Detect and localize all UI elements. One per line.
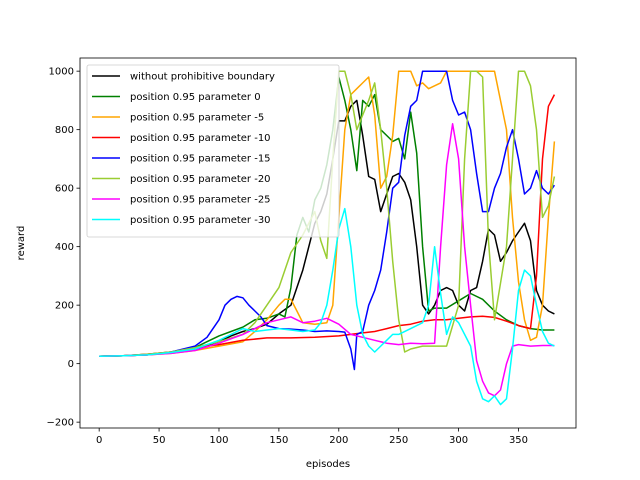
x-tick-label: 100 bbox=[209, 435, 228, 446]
series-line-2 bbox=[99, 76, 555, 358]
legend-entry-2: position 0.95 parameter 0 bbox=[130, 92, 261, 103]
series-line-4 bbox=[99, 94, 556, 358]
x-tick-label: 350 bbox=[509, 435, 528, 446]
y-tick-label: −200 bbox=[47, 418, 74, 429]
x-tick-label: 50 bbox=[153, 435, 166, 446]
series-line-6 bbox=[99, 70, 556, 358]
series-line-7 bbox=[99, 123, 555, 397]
legend-box bbox=[86, 64, 340, 238]
y-tick-label: 800 bbox=[55, 125, 74, 136]
y-tick-label: 0 bbox=[68, 359, 74, 370]
y-tick-label: 200 bbox=[55, 301, 74, 312]
x-tick-label: 300 bbox=[449, 435, 468, 446]
x-axis-label: episodes bbox=[306, 459, 350, 470]
plot-frame bbox=[79, 57, 577, 429]
series-line-3 bbox=[99, 70, 556, 358]
y-tick-label: 400 bbox=[55, 242, 74, 253]
legend-entry-7: position 0.95 parameter -25 bbox=[130, 195, 271, 206]
legend-entry-5: position 0.95 parameter -15 bbox=[130, 154, 271, 165]
y-axis-label: reward bbox=[16, 226, 27, 261]
y-tick-label: 1000 bbox=[49, 67, 74, 78]
x-tick-label: 150 bbox=[269, 435, 288, 446]
legend: without prohibitive boundary position 0.9… bbox=[86, 64, 340, 238]
x-tick-label: 250 bbox=[389, 435, 408, 446]
y-tick-label: 600 bbox=[55, 184, 74, 195]
axes-layer: 0 50 100 150 200 250 300 350 −200 0 200 400 600 800 10… bbox=[47, 67, 529, 446]
legend-entry-8: position 0.95 parameter -30 bbox=[130, 215, 271, 226]
legend-entry-3: position 0.95 parameter -5 bbox=[130, 113, 264, 124]
x-tick-label: 0 bbox=[96, 435, 102, 446]
legend-entry-6: position 0.95 parameter -20 bbox=[130, 174, 271, 185]
series-layer bbox=[99, 70, 556, 406]
series-line-5 bbox=[99, 70, 556, 371]
series-line-1 bbox=[99, 99, 555, 358]
x-tick-label: 200 bbox=[329, 435, 348, 446]
legend-entry-1: without prohibitive boundary bbox=[130, 72, 275, 83]
legend-entry-4: position 0.95 parameter -10 bbox=[130, 133, 271, 144]
series-line-8 bbox=[99, 207, 555, 406]
